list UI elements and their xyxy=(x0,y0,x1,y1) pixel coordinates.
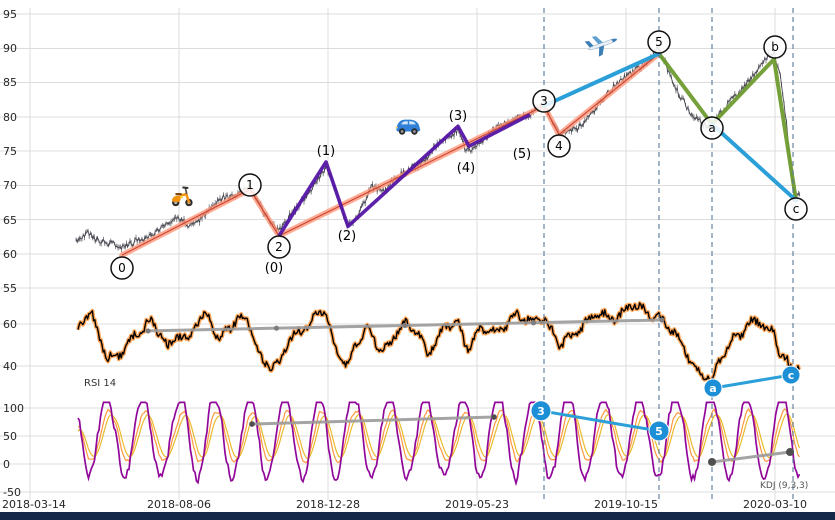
wave-circle-label: b xyxy=(771,40,779,54)
divergence-line-0 xyxy=(542,51,661,108)
subwave-label: (2) xyxy=(338,229,356,244)
subwave-label: (3) xyxy=(449,109,467,124)
rsi-circle-c xyxy=(781,365,801,385)
xtick-date: 2019-05-23 xyxy=(445,498,509,511)
xtick-date: 2018-12-28 xyxy=(296,498,360,511)
price-ytick: 95 xyxy=(3,8,17,21)
car-icon xyxy=(395,119,421,135)
kdj-divergence-line xyxy=(539,409,661,433)
rsi-ytick: 60 xyxy=(3,318,17,331)
scooter-icon xyxy=(172,186,193,207)
annotation-layer: 0 1 2 3 4 5 a b c (0) (1) (2) (3) (4) (5) a c 3 5 xyxy=(110,30,808,466)
wave-circle-label: 1 xyxy=(246,178,254,192)
rsi-circle-a xyxy=(703,378,723,398)
correction-line-abc xyxy=(657,51,798,203)
price-ytick: 65 xyxy=(3,214,17,227)
kdj-trendline-1 xyxy=(250,415,496,426)
xtick-date: 2018-03-14 xyxy=(2,498,66,511)
kdj-k-line xyxy=(77,407,800,464)
wave-circle-5 xyxy=(647,30,671,54)
kdj-trendline-marker xyxy=(249,421,255,427)
kdj-trendline-2 xyxy=(710,450,792,464)
wave-circle-4 xyxy=(547,134,571,158)
kdj-circle-label: 3 xyxy=(537,405,545,418)
kdj-circle-3 xyxy=(530,400,552,422)
wave-circle-3 xyxy=(532,89,556,113)
wave-circle-0 xyxy=(110,256,134,280)
rsi-trendline-marker xyxy=(659,317,665,323)
subwave-label: (4) xyxy=(457,161,475,176)
wave-circle-b xyxy=(763,35,787,59)
wave-circle-label: 4 xyxy=(555,139,563,153)
price-ytick: 85 xyxy=(3,76,17,89)
wave-circle-label: c xyxy=(793,202,800,216)
price-ytick: 70 xyxy=(3,179,17,192)
rsi-trendline-marker xyxy=(273,325,280,331)
kdj-d-line xyxy=(77,413,801,460)
subwave-label: (5) xyxy=(513,147,531,162)
subwave-zigzag-line xyxy=(277,113,531,237)
price-ytick: 75 xyxy=(3,145,17,158)
wave-circle-2 xyxy=(267,235,291,259)
kdj-ytick: 0 xyxy=(3,458,10,471)
price-ytick: 60 xyxy=(3,248,17,261)
subwave-label: (0) xyxy=(265,261,283,276)
rsi-series-line xyxy=(77,302,800,383)
xtick-date: 2018-08-06 xyxy=(147,498,211,511)
kdj-circle-label: 5 xyxy=(655,425,663,438)
wave-overlay-layer xyxy=(119,50,798,258)
xtick-date: 2020-03-10 xyxy=(743,498,807,511)
axis-label-layer: 95 90 85 80 75 70 65 60 55 60 40 100 50 … xyxy=(2,8,808,511)
rsi-trendline-marker xyxy=(530,320,537,326)
kdj-circle-5 xyxy=(648,420,670,442)
wave-circle-label: 2 xyxy=(275,240,283,254)
kdj-trendline-marker xyxy=(786,448,794,457)
wave-circle-1 xyxy=(238,173,262,197)
airplane-icon xyxy=(584,36,618,57)
kdj-trendline-marker xyxy=(491,414,497,420)
rsi-divergence-line xyxy=(711,373,793,390)
rsi-trendline-marker xyxy=(145,328,151,334)
wave-circle-label: a xyxy=(708,121,715,135)
divergence-line-1 xyxy=(710,122,798,203)
price-ytick: 55 xyxy=(3,282,17,295)
kdj-j-line xyxy=(77,401,801,487)
wave-circle-label: 5 xyxy=(655,35,663,49)
xtick-date: 2019-10-15 xyxy=(594,498,658,511)
kdj-panel-label: KDJ (9,3,3) xyxy=(760,481,808,491)
rsi-panel-label: RSI 14 xyxy=(84,378,116,389)
kdj-ytick: 100 xyxy=(3,402,24,415)
wave-circle-c xyxy=(784,197,808,221)
subwave-label: (1) xyxy=(317,144,335,159)
bottom-bar xyxy=(0,512,835,520)
icon-layer xyxy=(172,36,618,207)
price-ytick: 80 xyxy=(3,111,17,124)
wave-circle-label: 3 xyxy=(540,94,548,108)
rsi-circle-label: a xyxy=(709,382,716,395)
wave-circle-a xyxy=(700,116,724,140)
series-layer xyxy=(75,43,802,487)
kdj-ytick: 50 xyxy=(3,430,17,443)
price-ytick: 90 xyxy=(3,42,17,55)
rsi-ytick: 40 xyxy=(3,360,17,373)
rsi-circle-label: c xyxy=(788,369,795,382)
wave-circle-label: 0 xyxy=(118,261,126,275)
rsi-trendline-marker xyxy=(402,322,408,329)
kdj-trendline-marker xyxy=(708,457,716,466)
kdj-ytick: -50 xyxy=(3,486,21,499)
